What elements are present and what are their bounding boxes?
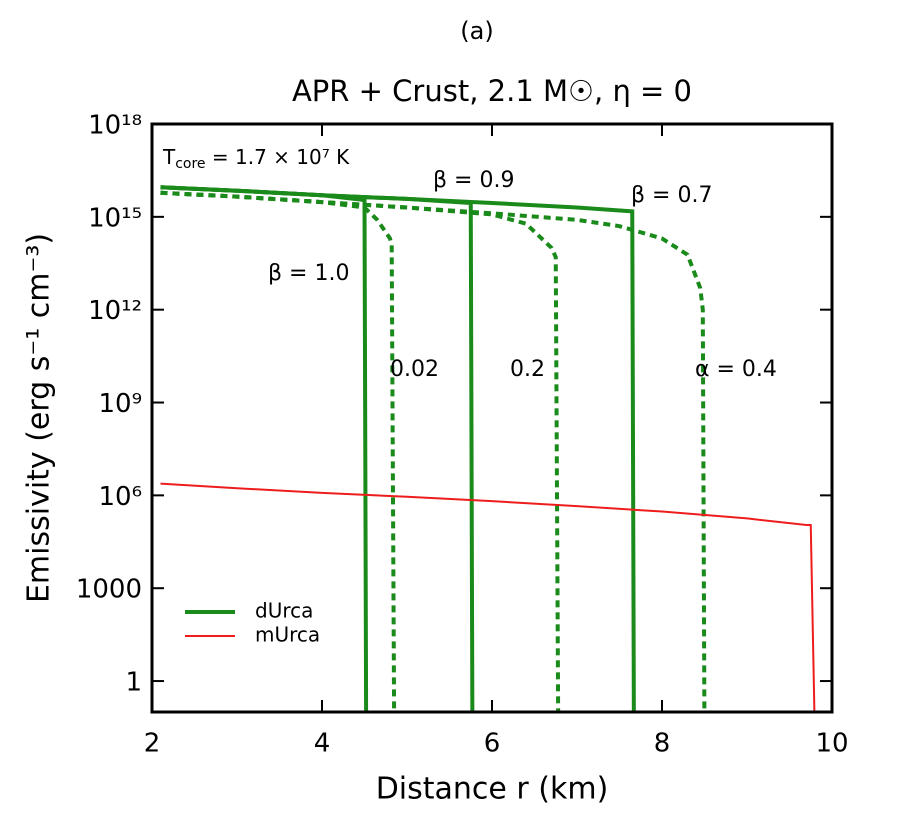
curve xyxy=(160,190,707,712)
x-tick-label: 4 xyxy=(314,729,331,759)
panel-label: (a) xyxy=(460,17,493,45)
x-tick-label: 6 xyxy=(484,729,501,759)
annotation: α = 0.4 xyxy=(695,357,777,382)
x-tick-label: 2 xyxy=(144,729,161,759)
curve xyxy=(160,190,561,712)
t-subscript: core xyxy=(175,156,205,172)
chart-title: APR + Crust, 2.1 M☉, η = 0 xyxy=(292,74,692,108)
y-tick-label: 10¹⁸ xyxy=(88,111,142,141)
annotation: β = 0.7 xyxy=(631,183,712,208)
annotation: 0.2 xyxy=(510,357,545,382)
y-tick-label: 1000 xyxy=(76,575,142,605)
annotation: β = 1.0 xyxy=(268,261,349,286)
legend-label: dUrca xyxy=(255,599,313,623)
y-tick-label: 10⁶ xyxy=(98,482,142,512)
curve xyxy=(160,482,816,712)
y-tick-label: 10¹² xyxy=(88,296,142,326)
legend-label: mUrca xyxy=(255,623,320,647)
x-tick-label: 8 xyxy=(654,729,671,759)
annotation: 0.02 xyxy=(390,357,439,382)
plot-frame xyxy=(150,122,834,714)
y-tick-label: 1 xyxy=(125,668,142,698)
plot-lines xyxy=(160,185,816,712)
curve xyxy=(160,185,636,712)
t-symbol: T xyxy=(162,145,176,169)
y-axis-label: Emissivity (erg s⁻¹ cm⁻³) xyxy=(22,233,57,603)
x-axis-label: Distance r (km) xyxy=(376,772,609,807)
t-text: = 1.7 × 10⁷ K xyxy=(206,145,351,169)
annotation: β = 0.9 xyxy=(433,168,514,193)
temperature-note: Tcore = 1.7 × 10⁷ K xyxy=(162,145,350,173)
x-tick-label: 10 xyxy=(815,729,848,759)
y-tick-label: 10⁹ xyxy=(98,389,142,419)
y-tick-label: 10¹⁵ xyxy=(88,203,142,233)
